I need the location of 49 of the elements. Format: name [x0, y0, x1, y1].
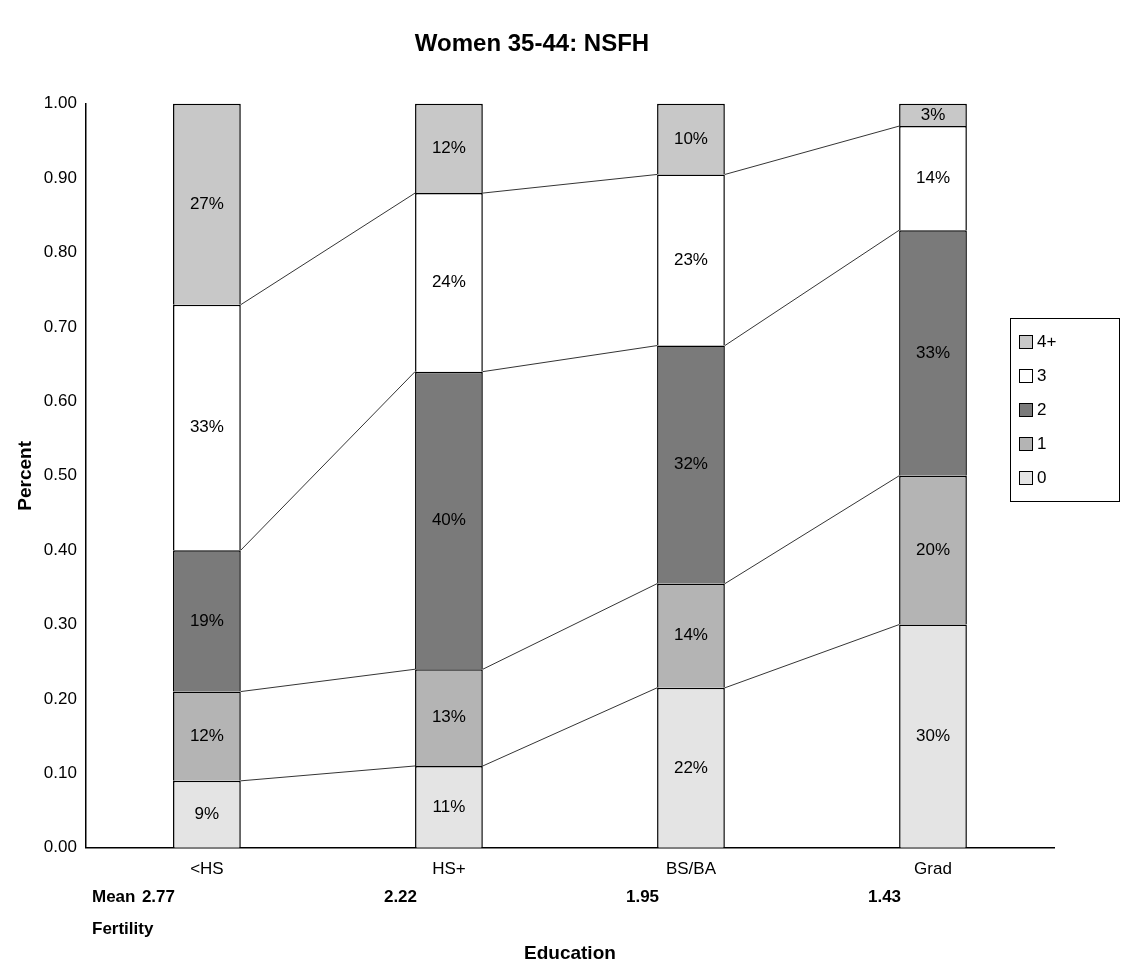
- data-label: 32%: [673, 454, 708, 474]
- data-label: 22%: [673, 757, 708, 777]
- text: Mean: [92, 887, 136, 907]
- y-tick-label: 0.20: [43, 688, 77, 708]
- data-label: 13%: [431, 707, 466, 727]
- y-tick-label: 0.10: [43, 763, 77, 783]
- data-label: 19%: [189, 610, 224, 630]
- chart-title: Women 35-44: NSFH: [414, 29, 650, 57]
- x-tick-label: <HS: [190, 858, 224, 878]
- data-label: 12%: [431, 138, 466, 158]
- data-label: 14%: [673, 625, 708, 645]
- x-tick-label: HS+: [432, 858, 466, 878]
- y-tick-label: 0.40: [43, 539, 77, 559]
- text: 3: [1037, 366, 1047, 386]
- text: 1.43: [867, 887, 902, 907]
- y-tick-label: 0.80: [43, 242, 77, 262]
- y-tick-label: 0.00: [43, 837, 77, 857]
- legend-label: 1: [1037, 434, 1047, 454]
- legend-label: 2: [1037, 400, 1047, 420]
- data-label: 24%: [431, 272, 466, 292]
- text: 1.95: [625, 887, 660, 907]
- data-label: 23%: [673, 249, 708, 269]
- y-tick-label: 0.30: [43, 614, 77, 634]
- y-tick-label: 0.90: [43, 167, 77, 187]
- y-tick-label: 0.60: [43, 391, 77, 411]
- text: 2.22: [383, 887, 418, 907]
- y-tick-label: 0.70: [43, 316, 77, 336]
- data-label: 14%: [915, 167, 950, 187]
- data-label: 27%: [189, 193, 224, 213]
- data-label: 11%: [432, 796, 466, 816]
- x-tick-label: BS/BA: [665, 858, 717, 878]
- legend-label: 0: [1037, 468, 1047, 488]
- x-tick-label: Grad: [914, 858, 952, 878]
- data-label: 33%: [915, 342, 950, 362]
- data-label: 40%: [431, 510, 466, 530]
- data-label: 12%: [189, 725, 224, 745]
- data-label: 10%: [673, 128, 708, 148]
- text: 2.77: [141, 887, 175, 907]
- data-label: 3%: [920, 104, 946, 124]
- y-tick-label: 1.00: [43, 93, 77, 113]
- data-label: 30%: [915, 725, 950, 745]
- data-label: 9%: [194, 804, 220, 824]
- y-tick-label: 0.50: [43, 465, 77, 485]
- y-axis-title: Percent: [13, 440, 35, 511]
- legend-label: 4+: [1037, 332, 1057, 352]
- data-label: 20%: [915, 539, 950, 559]
- text: Fertility: [92, 919, 154, 939]
- x-axis-title: Education: [524, 941, 616, 963]
- data-label: 33%: [189, 417, 224, 437]
